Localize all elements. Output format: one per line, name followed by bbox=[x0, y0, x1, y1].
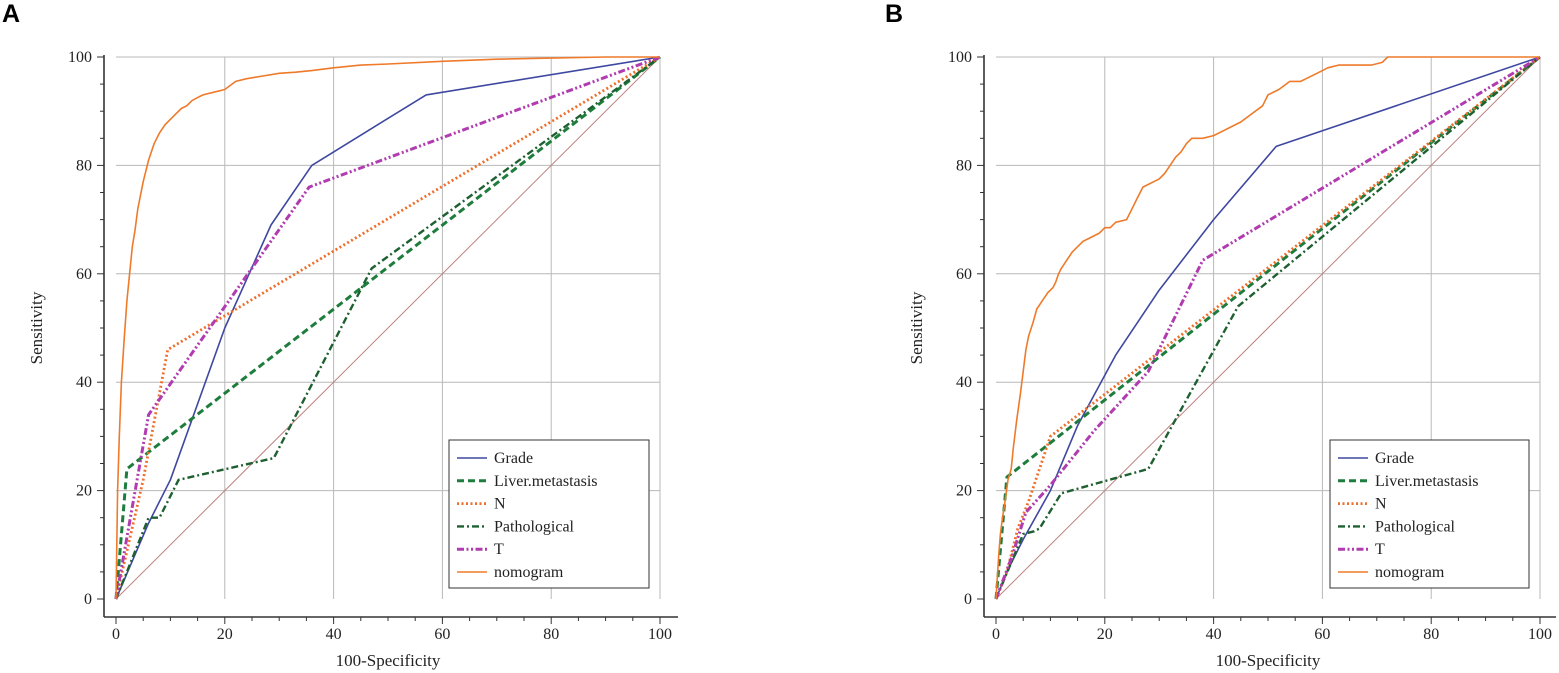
series-line-liver-metastasis bbox=[994, 55, 1541, 600]
chart-panel-a: 0 20 40 60 80 100 0 20 40 60 80 100 100-Specificity S… bbox=[27, 49, 678, 670]
legend-label: Liver.metastasis bbox=[1375, 473, 1479, 490]
legend-label: Liver.metastasis bbox=[494, 473, 598, 490]
x-tick-label: 20 bbox=[217, 626, 233, 643]
series-line-nomogram bbox=[115, 56, 660, 600]
y-axis-title: Sensitivity bbox=[27, 291, 46, 364]
x-tick-label: 100 bbox=[648, 626, 672, 643]
legend-label: N bbox=[494, 496, 506, 513]
y-tick-label: 40 bbox=[956, 374, 972, 391]
y-tick-label: 100 bbox=[948, 49, 972, 66]
series-line-n bbox=[994, 55, 1541, 600]
x-tick-label: 80 bbox=[543, 626, 559, 643]
reference-diagonal bbox=[115, 56, 661, 600]
y-axis-title: Sensitivity bbox=[907, 291, 926, 364]
y-tick-label: 60 bbox=[76, 266, 92, 283]
y-tick-label: 20 bbox=[956, 483, 972, 500]
legend-label: nomogram bbox=[1375, 564, 1445, 581]
y-tick-label: 0 bbox=[964, 591, 972, 608]
reference-diagonal bbox=[995, 56, 1541, 600]
series-line-t bbox=[994, 55, 1541, 600]
chart-panel-b: 0 20 40 60 80 100 0 20 40 60 80 100 100-Specificity S… bbox=[907, 49, 1556, 670]
y-tick-label: 80 bbox=[76, 157, 92, 174]
panel-label-a: A bbox=[2, 0, 21, 28]
legend-label: T bbox=[494, 541, 504, 558]
y-tick-label: 60 bbox=[956, 266, 972, 283]
series-line-t bbox=[114, 55, 661, 600]
legend-label: N bbox=[1375, 496, 1387, 513]
legend-label: Pathological bbox=[1375, 518, 1456, 535]
x-tick-label: 40 bbox=[326, 626, 342, 643]
x-tick-label: 100 bbox=[1528, 626, 1552, 643]
x-tick-label: 20 bbox=[1097, 626, 1113, 643]
legend-label: Pathological bbox=[494, 518, 575, 535]
y-tick-label: 20 bbox=[76, 483, 92, 500]
legend-box bbox=[1329, 439, 1530, 589]
series-line-n bbox=[114, 55, 661, 600]
legend-label: Grade bbox=[1375, 450, 1414, 467]
y-tick-label: 40 bbox=[76, 374, 92, 391]
panel-label-b: B bbox=[885, 0, 904, 28]
y-tick-label: 80 bbox=[956, 157, 972, 174]
series-line-pathological bbox=[994, 56, 1541, 600]
series-line-pathological bbox=[114, 56, 661, 600]
y-tick-label: 100 bbox=[68, 49, 92, 66]
x-tick-label: 80 bbox=[1423, 626, 1439, 643]
x-tick-label: 60 bbox=[434, 626, 450, 643]
legend: Grade Liver.metastasis N Pathological Tnomog… bbox=[1329, 439, 1530, 589]
legend-label: nomogram bbox=[494, 564, 564, 581]
x-axis-title: 100-Specificity bbox=[1216, 651, 1321, 670]
series-line-nomogram bbox=[995, 56, 1540, 600]
legend-box bbox=[448, 439, 650, 589]
legend: Grade Liver.metastasis N Pathological Tnomog… bbox=[448, 439, 650, 589]
series-line-grade bbox=[115, 56, 661, 600]
x-tick-label: 0 bbox=[992, 626, 1000, 643]
x-tick-label: 40 bbox=[1206, 626, 1222, 643]
y-tick-label: 0 bbox=[84, 591, 92, 608]
x-tick-label: 0 bbox=[112, 626, 120, 643]
x-tick-label: 60 bbox=[1314, 626, 1330, 643]
legend-label: T bbox=[1375, 541, 1385, 558]
x-axis-title: 100-Specificity bbox=[336, 651, 441, 670]
legend-label: Grade bbox=[494, 450, 533, 467]
